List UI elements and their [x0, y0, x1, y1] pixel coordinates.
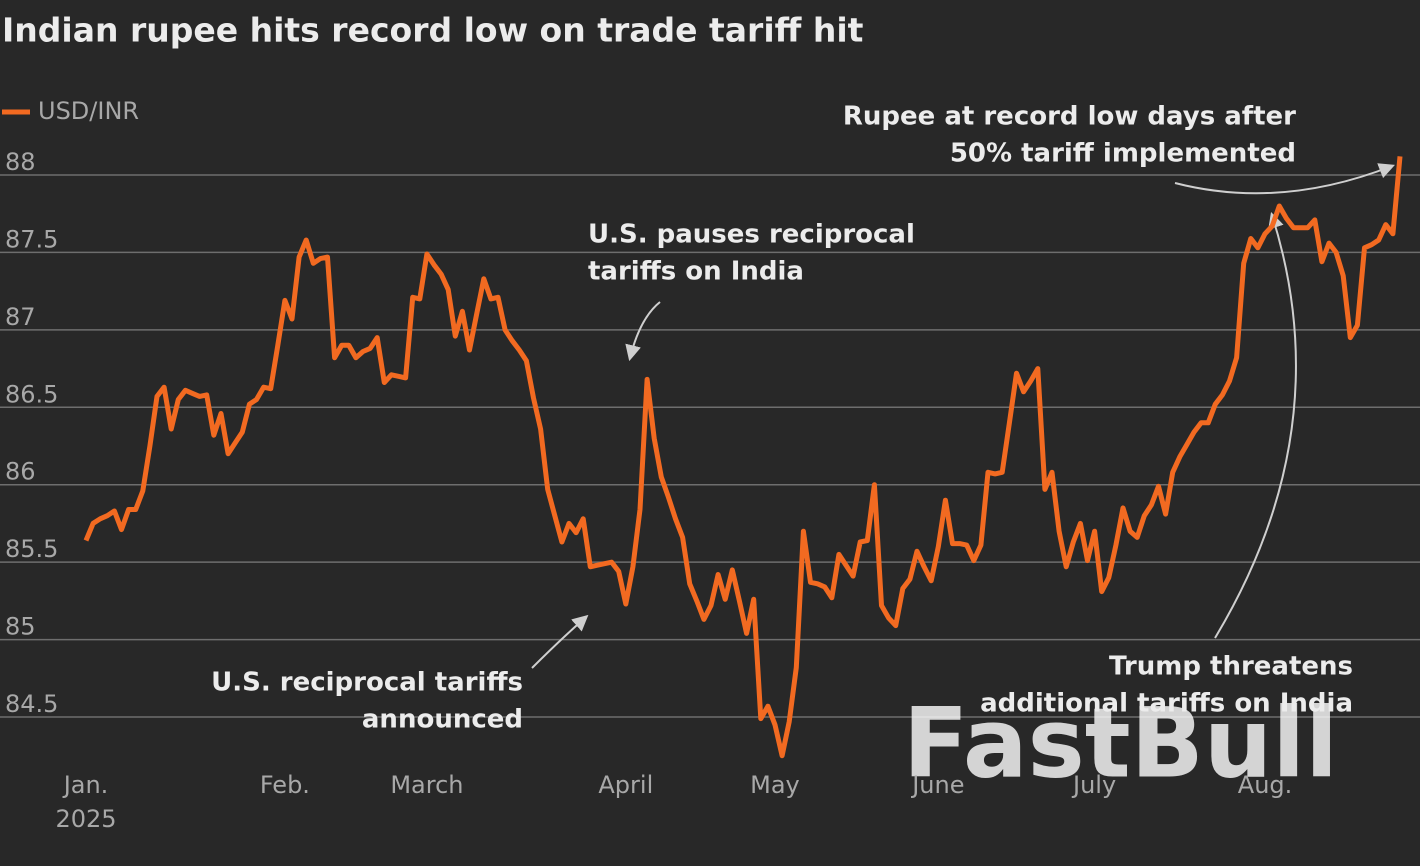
legend-label: USD/INR [38, 97, 139, 125]
x-tick-label: Feb. [260, 771, 310, 799]
annotation: tariffs on India [588, 257, 804, 287]
line-series [83, 156, 1403, 759]
annotation-arrow [1214, 211, 1297, 639]
y-tick-label: 85.5 [5, 535, 58, 563]
grid: 84.5 85 85.5 86 86.5 87 87.5 88 [0, 148, 1420, 718]
annotation-arrow [625, 301, 661, 362]
x-tick-label: Jan. [62, 771, 109, 799]
annotation-arrow [531, 614, 589, 669]
x-tick-label: May [750, 771, 800, 799]
annotation: announced [362, 705, 523, 735]
x-year-label: 2025 [55, 805, 116, 833]
y-tick-label: 87.5 [5, 225, 58, 253]
x-tick-label: July [1071, 771, 1116, 799]
watermark: FastBull [903, 687, 1338, 799]
annotation: U.S. reciprocal tariffs [211, 668, 523, 698]
annotation: 50% tariff implemented [950, 139, 1296, 169]
annotation: additional tariffs on India [980, 689, 1353, 719]
annotation: Rupee at record low days after [843, 102, 1296, 132]
x-tick-label: March [390, 771, 463, 799]
x-tick-label: June [910, 771, 964, 799]
y-tick-label: 88 [5, 148, 36, 176]
annotation-arrow [1174, 163, 1395, 195]
x-tick-label: April [598, 771, 653, 799]
y-tick-label: 87 [5, 303, 36, 331]
y-tick-label: 86 [5, 458, 36, 486]
annotation: U.S. pauses reciprocal [588, 220, 915, 250]
y-tick-label: 84.5 [5, 690, 58, 718]
y-tick-label: 86.5 [5, 380, 58, 408]
annotation: Trump threatens [1109, 652, 1353, 682]
x-tick-label: Aug. [1238, 771, 1293, 799]
chart-title: Indian rupee hits record low on trade ta… [2, 11, 864, 50]
y-tick-label: 85 [5, 613, 36, 641]
